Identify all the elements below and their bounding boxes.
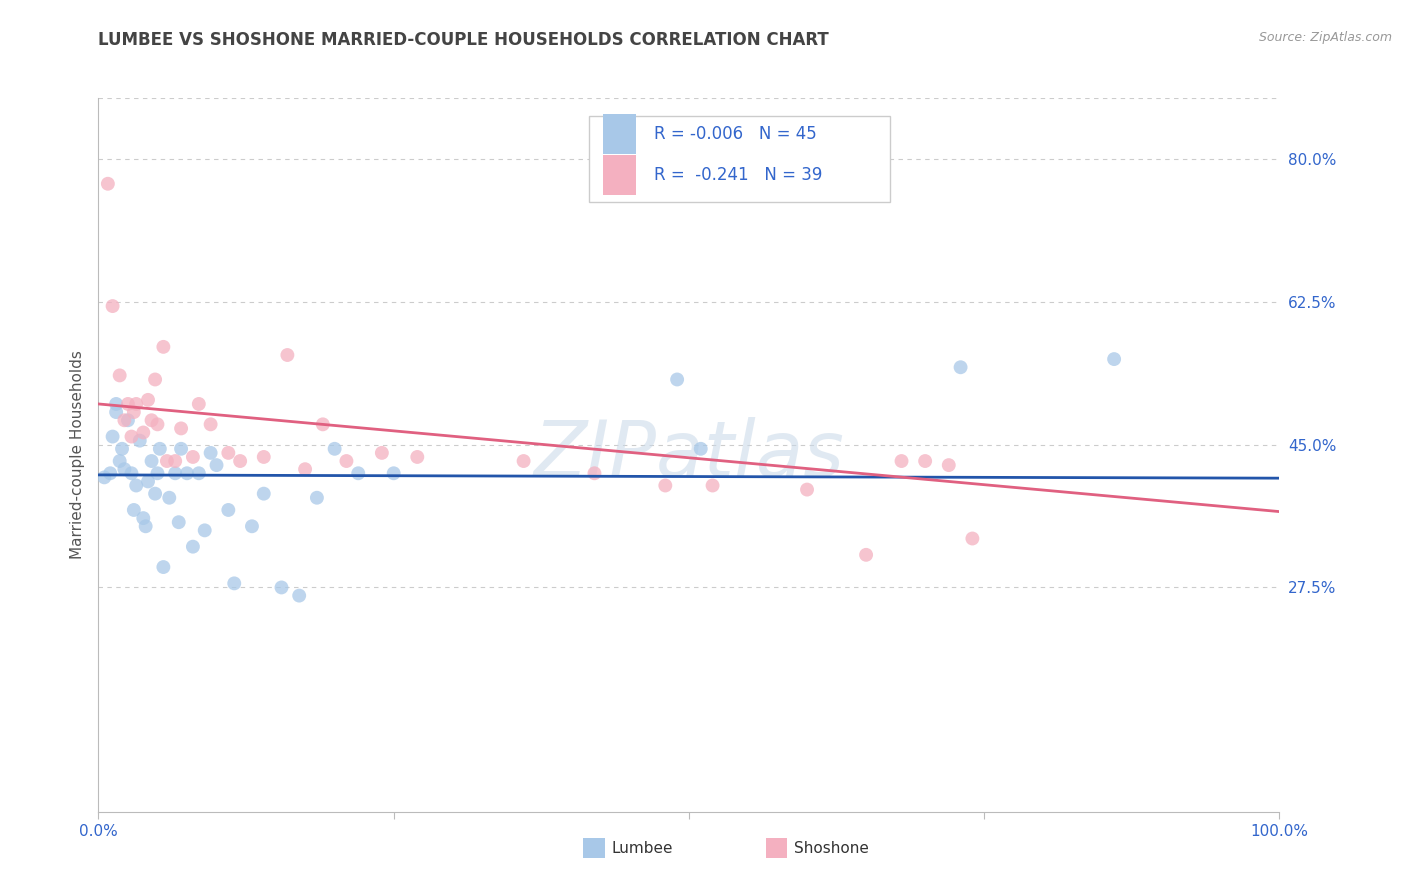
Point bbox=[406, 450, 429, 464]
FancyBboxPatch shape bbox=[603, 155, 636, 194]
Point bbox=[229, 454, 252, 468]
Point bbox=[132, 511, 155, 525]
Point bbox=[240, 519, 263, 533]
Text: R = -0.006   N = 45: R = -0.006 N = 45 bbox=[654, 125, 817, 143]
Point bbox=[294, 462, 316, 476]
Point bbox=[276, 348, 298, 362]
Text: LUMBEE VS SHOSHONE MARRIED-COUPLE HOUSEHOLDS CORRELATION CHART: LUMBEE VS SHOSHONE MARRIED-COUPLE HOUSEH… bbox=[98, 31, 830, 49]
Point bbox=[654, 478, 676, 492]
Point bbox=[382, 467, 405, 481]
Point bbox=[152, 340, 174, 354]
Point bbox=[136, 392, 159, 407]
Text: Lumbee: Lumbee bbox=[612, 841, 673, 855]
Point bbox=[312, 417, 335, 432]
Point bbox=[855, 548, 877, 562]
Point bbox=[128, 434, 150, 448]
Point bbox=[666, 372, 689, 386]
Point bbox=[200, 417, 222, 432]
Bar bbox=[766, 838, 787, 858]
Point bbox=[176, 467, 198, 481]
Point bbox=[914, 454, 936, 468]
Point bbox=[170, 421, 193, 435]
Bar bbox=[583, 838, 605, 858]
Point bbox=[101, 429, 124, 443]
Point bbox=[121, 467, 143, 481]
Point bbox=[146, 467, 169, 481]
Y-axis label: Married-couple Households: Married-couple Households bbox=[69, 351, 84, 559]
Point bbox=[136, 475, 159, 489]
FancyBboxPatch shape bbox=[603, 114, 636, 153]
Point bbox=[170, 442, 193, 456]
Point bbox=[157, 491, 180, 505]
Point bbox=[165, 454, 187, 468]
Point bbox=[194, 524, 217, 538]
Point bbox=[121, 429, 143, 443]
Point bbox=[347, 467, 370, 481]
Point bbox=[200, 446, 222, 460]
Point bbox=[146, 417, 169, 432]
FancyBboxPatch shape bbox=[589, 116, 890, 202]
Text: Source: ZipAtlas.com: Source: ZipAtlas.com bbox=[1258, 31, 1392, 45]
Point bbox=[97, 177, 120, 191]
Point bbox=[93, 470, 115, 484]
Point bbox=[949, 360, 972, 375]
Point bbox=[167, 515, 190, 529]
Point bbox=[125, 397, 148, 411]
Point bbox=[205, 458, 228, 472]
Point bbox=[105, 405, 128, 419]
Point bbox=[217, 446, 239, 460]
Point bbox=[135, 519, 157, 533]
Point bbox=[323, 442, 346, 456]
Point bbox=[112, 462, 135, 476]
Point bbox=[796, 483, 818, 497]
Point bbox=[583, 467, 606, 481]
Point bbox=[152, 560, 174, 574]
Point bbox=[122, 405, 145, 419]
Point bbox=[187, 397, 209, 411]
Point bbox=[132, 425, 155, 440]
Point bbox=[117, 413, 139, 427]
Point bbox=[117, 397, 139, 411]
Point bbox=[141, 454, 163, 468]
Point bbox=[122, 503, 145, 517]
Point bbox=[305, 491, 328, 505]
Point bbox=[149, 442, 172, 456]
Point bbox=[143, 372, 166, 386]
Point bbox=[217, 503, 239, 517]
Point bbox=[702, 478, 724, 492]
Point bbox=[224, 576, 246, 591]
Point bbox=[689, 442, 711, 456]
Point bbox=[108, 368, 131, 383]
Point bbox=[1102, 352, 1125, 367]
Point bbox=[112, 413, 135, 427]
Point bbox=[890, 454, 912, 468]
Point bbox=[156, 454, 179, 468]
Point bbox=[371, 446, 394, 460]
Point bbox=[143, 486, 166, 500]
Point bbox=[181, 540, 204, 554]
Point bbox=[962, 532, 984, 546]
Text: ZIPatlas: ZIPatlas bbox=[533, 417, 845, 493]
Point bbox=[108, 454, 131, 468]
Point bbox=[105, 397, 128, 411]
Point bbox=[253, 450, 276, 464]
Point bbox=[165, 467, 187, 481]
Text: Shoshone: Shoshone bbox=[794, 841, 869, 855]
Point bbox=[98, 467, 121, 481]
Point bbox=[111, 442, 134, 456]
Point bbox=[335, 454, 357, 468]
Point bbox=[938, 458, 960, 472]
Point bbox=[253, 486, 276, 500]
Point bbox=[270, 581, 292, 595]
Text: R =  -0.241   N = 39: R = -0.241 N = 39 bbox=[654, 166, 823, 184]
Point bbox=[187, 467, 209, 481]
Point bbox=[141, 413, 163, 427]
Point bbox=[512, 454, 534, 468]
Point bbox=[101, 299, 124, 313]
Point bbox=[125, 478, 148, 492]
Point bbox=[288, 589, 311, 603]
Point bbox=[181, 450, 204, 464]
